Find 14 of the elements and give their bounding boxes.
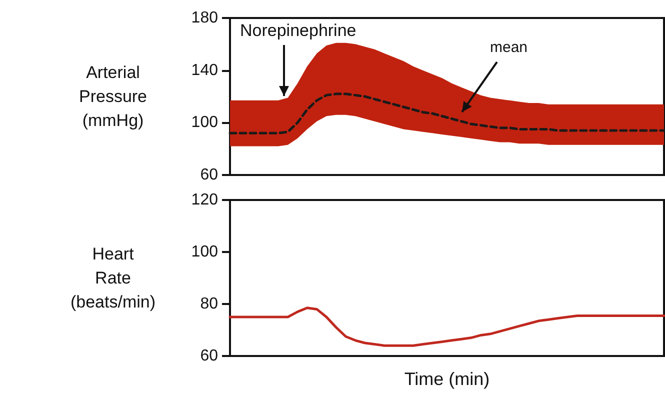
annotation: Norepinephrine: [240, 21, 356, 40]
y-tick-label: 100: [191, 244, 218, 260]
y-tick-label: 100: [191, 114, 218, 132]
y-axis-title: Arterial Pressure (mmHg): [78, 63, 148, 130]
y-tick-label: 60: [200, 166, 218, 184]
line-series: [228, 306, 665, 347]
x-axis-title: Time (min): [404, 369, 490, 389]
y-tick-label: 140: [191, 62, 218, 79]
text: mean: [490, 39, 528, 56]
y-tick-label: 120: [191, 192, 218, 208]
y-tick-label: 180: [191, 10, 218, 26]
y-axis-title: Heart Rate (beats/min): [70, 244, 156, 312]
y-tick-label: 60: [200, 348, 218, 364]
y-tick-label: 80: [200, 296, 218, 312]
